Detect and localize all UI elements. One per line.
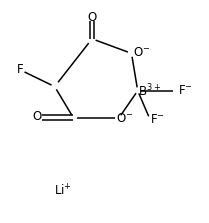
Text: O: O	[87, 10, 97, 24]
Text: O$^{-}$: O$^{-}$	[133, 46, 150, 59]
Text: B$^{3+}$: B$^{3+}$	[138, 83, 161, 99]
Text: O$^{-}$: O$^{-}$	[116, 112, 133, 125]
Text: F$^{-}$: F$^{-}$	[178, 84, 193, 97]
Text: O: O	[32, 110, 42, 123]
Text: F$^{-}$: F$^{-}$	[150, 113, 165, 126]
Text: Li$^{+}$: Li$^{+}$	[54, 184, 72, 199]
Text: F: F	[17, 64, 24, 76]
